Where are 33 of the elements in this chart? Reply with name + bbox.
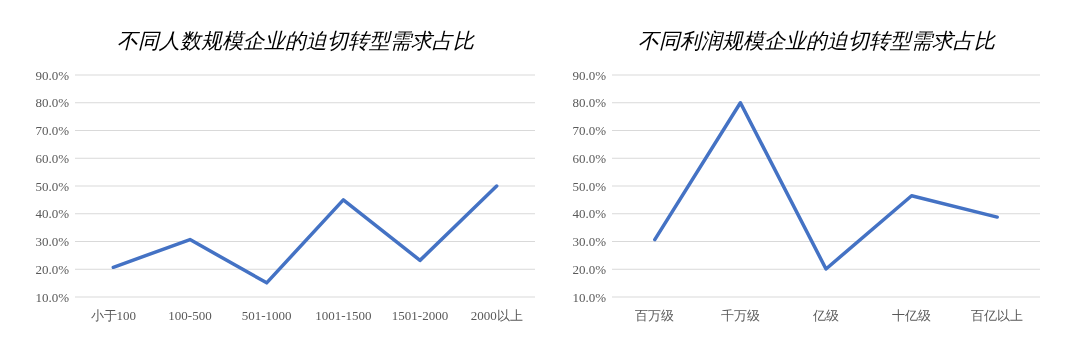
x-tick-label: 百亿以上: [971, 308, 1024, 323]
y-tick-label: 70.0%: [572, 123, 607, 138]
x-tick-label: 2000以上: [470, 308, 523, 323]
x-tick-label: 亿级: [812, 308, 839, 323]
y-tick-label: 50.0%: [572, 178, 607, 194]
y-tick-label: 50.0%: [35, 178, 70, 194]
y-tick-label: 40.0%: [35, 206, 70, 222]
chart-title: 不同人数规模企业的迫切转型需求占比: [116, 29, 475, 53]
y-tick-label: 20.0%: [572, 261, 607, 277]
x-tick-label: 小于100: [90, 308, 137, 323]
y-tick-label: 10.0%: [572, 289, 607, 305]
x-tick-label: 1501-2000: [391, 308, 449, 323]
y-tick-label: 80.0%: [35, 95, 70, 111]
y-tick-label: 30.0%: [35, 234, 70, 249]
y-tick-label: 30.0%: [572, 234, 607, 249]
y-tick-label: 60.0%: [35, 150, 70, 166]
y-tick-label: 20.0%: [35, 261, 70, 277]
y-tick-label: 70.0%: [35, 123, 70, 138]
x-tick-label: 100-500: [168, 308, 212, 323]
x-tick-label: 十亿级: [892, 308, 932, 323]
y-tick-label: 80.0%: [572, 95, 607, 111]
y-tick-label: 90.0%: [572, 67, 607, 83]
line-series: [653, 101, 999, 271]
y-tick-label: 40.0%: [572, 206, 607, 222]
y-tick-label: 10.0%: [35, 289, 70, 305]
chart-title: 不同利润规模企业的迫切转型需求占比: [637, 29, 996, 53]
line-series: [111, 184, 499, 285]
y-tick-label: 90.0%: [35, 67, 70, 83]
x-tick-label: 1001-1500: [315, 308, 372, 323]
x-tick-label: 百万级: [635, 308, 675, 323]
x-tick-label: 501-1000: [241, 308, 292, 323]
x-tick-label: 千万级: [720, 308, 760, 323]
y-tick-label: 60.0%: [572, 150, 607, 166]
